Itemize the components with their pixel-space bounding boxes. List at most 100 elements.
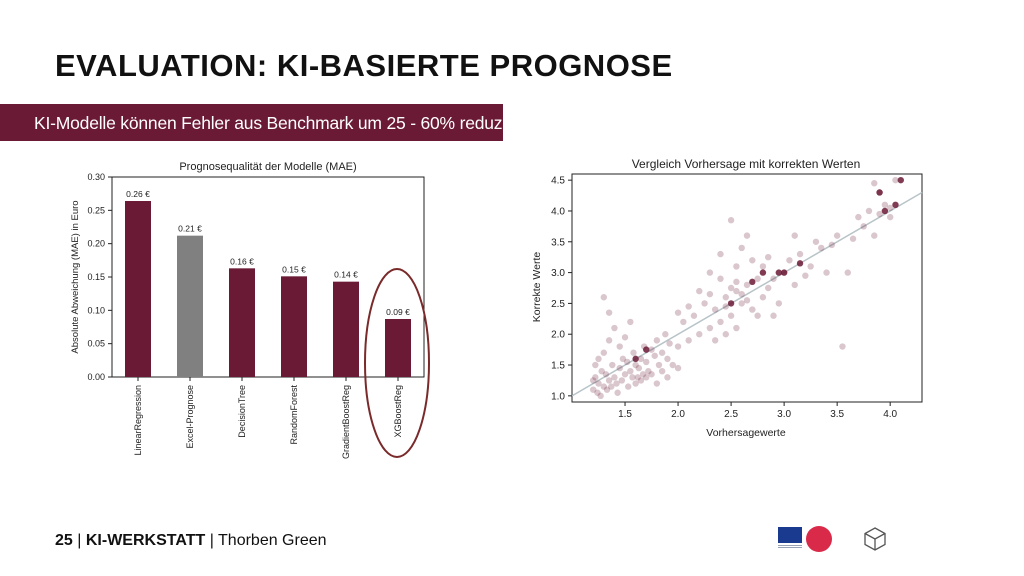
scatter-point bbox=[765, 284, 772, 292]
scatter-point bbox=[627, 367, 634, 375]
scatter-point bbox=[648, 346, 655, 353]
partner-logo-icon bbox=[806, 526, 832, 552]
scatter-point bbox=[613, 380, 620, 387]
footer: 25 | KI-WERKSTATT | Thorben Green bbox=[55, 532, 327, 550]
x-tick-label: DecisionTree bbox=[237, 385, 247, 438]
y-tick-label: 0.30 bbox=[87, 172, 105, 182]
scatter-point bbox=[590, 377, 597, 384]
scatter-point bbox=[611, 374, 618, 381]
y-tick-label: 1.0 bbox=[551, 391, 565, 402]
x-tick-label: 2.5 bbox=[724, 409, 738, 420]
scatter-point bbox=[849, 235, 857, 242]
scatter-point bbox=[770, 312, 777, 319]
y-tick-label: 0.25 bbox=[87, 205, 105, 215]
scatter-point bbox=[619, 355, 627, 363]
scatter-point-dense bbox=[775, 269, 783, 276]
scatter-point-dense bbox=[632, 355, 639, 363]
scatter-point-dense bbox=[780, 269, 788, 276]
scatter-point-dense bbox=[643, 346, 650, 353]
y-tick-label: 0.20 bbox=[87, 239, 105, 249]
footer-separator: | bbox=[77, 532, 82, 549]
scatter-point bbox=[658, 367, 666, 375]
x-tick-label: 3.5 bbox=[830, 409, 844, 420]
y-tick-label: 1.5 bbox=[551, 361, 565, 372]
scatter-point bbox=[637, 377, 645, 384]
scatter-point bbox=[621, 371, 629, 378]
scatter-point bbox=[701, 300, 708, 307]
scatter-point bbox=[765, 253, 772, 261]
scatter-point bbox=[637, 355, 645, 363]
scatter-point bbox=[738, 244, 745, 252]
scatter-point bbox=[653, 337, 661, 344]
footer-org: KI-WERKSTATT bbox=[85, 532, 206, 549]
y-tick-label: 4.5 bbox=[551, 176, 565, 187]
scatter-point bbox=[696, 331, 703, 338]
eu-flag-icon bbox=[778, 527, 802, 543]
scatter-point bbox=[711, 337, 719, 344]
scatter-point bbox=[892, 176, 899, 184]
scatter-point bbox=[823, 269, 830, 276]
scatter-point bbox=[608, 383, 615, 390]
scatter-point bbox=[876, 210, 883, 218]
scatter-point bbox=[717, 275, 724, 282]
scatter-point bbox=[844, 269, 851, 276]
cube-logo-icon bbox=[864, 527, 886, 551]
scatter-point bbox=[592, 374, 599, 381]
bar-XGBoostReg bbox=[385, 319, 411, 377]
scatter-point bbox=[680, 318, 687, 326]
scatter-point bbox=[639, 371, 647, 378]
scatter-point bbox=[706, 269, 714, 276]
slide-title: EVALUATION: KI-BASIERTE PROGNOSE bbox=[55, 48, 673, 83]
bar-GradientBoostReg bbox=[333, 281, 359, 377]
scatter-point bbox=[706, 324, 714, 332]
scatter-point bbox=[786, 257, 793, 264]
scatter-point bbox=[594, 389, 601, 396]
scatter-point-dense bbox=[727, 300, 735, 307]
scatter-point bbox=[645, 367, 652, 375]
y-tick-label: 3.0 bbox=[551, 268, 565, 279]
scatter-point bbox=[717, 250, 724, 258]
scatter-chart-ylabel: Korrekte Werte bbox=[531, 252, 543, 323]
scatter-point bbox=[643, 374, 650, 381]
mae-bar-chart: Prognosequalität der Modelle (MAE) Absol… bbox=[70, 161, 430, 459]
scatter-point-dense bbox=[881, 207, 889, 215]
scatter-point bbox=[651, 352, 658, 359]
scatter-point bbox=[592, 361, 599, 369]
bar-value-label: 0.16 € bbox=[230, 256, 254, 266]
scatter-point bbox=[632, 380, 639, 387]
y-tick-label: 2.0 bbox=[551, 330, 565, 341]
scatter-point bbox=[625, 383, 632, 390]
scatter-point bbox=[754, 275, 761, 282]
bar-DecisionTree bbox=[229, 268, 255, 377]
scatter-point bbox=[796, 250, 804, 258]
scatter-point-dense bbox=[876, 189, 883, 196]
bar-value-label: 0.14 € bbox=[334, 270, 358, 280]
scatter-point bbox=[605, 377, 613, 384]
scatter-point bbox=[759, 263, 767, 270]
scatter-point-dense bbox=[796, 260, 804, 267]
scatter-point bbox=[616, 364, 623, 372]
scatter-point bbox=[833, 232, 841, 239]
x-tick-label: XGBoostReg bbox=[393, 385, 403, 438]
scatter-point bbox=[722, 294, 729, 301]
scatter-point bbox=[629, 374, 636, 381]
scatter-point-dense bbox=[749, 278, 756, 286]
scatter-point bbox=[635, 364, 643, 372]
scatter-point bbox=[605, 337, 613, 344]
scatter-point bbox=[648, 371, 655, 378]
scatter-point bbox=[634, 374, 641, 381]
scatter-point bbox=[600, 383, 608, 390]
scatter-point bbox=[595, 355, 602, 363]
scatter-point bbox=[674, 364, 682, 372]
page-number: 25 bbox=[55, 532, 73, 549]
scatter-point bbox=[733, 263, 740, 270]
bar-chart-title: Prognosequalität der Modelle (MAE) bbox=[179, 161, 356, 173]
scatter-point bbox=[621, 334, 629, 341]
y-tick-label: 0.00 bbox=[87, 372, 105, 382]
scatter-point-dense bbox=[759, 269, 767, 276]
scatter-point bbox=[743, 281, 751, 289]
scatter-point bbox=[754, 312, 761, 319]
scatter-point bbox=[706, 290, 714, 298]
scatter-point bbox=[839, 343, 846, 350]
scatter-point bbox=[802, 272, 809, 279]
